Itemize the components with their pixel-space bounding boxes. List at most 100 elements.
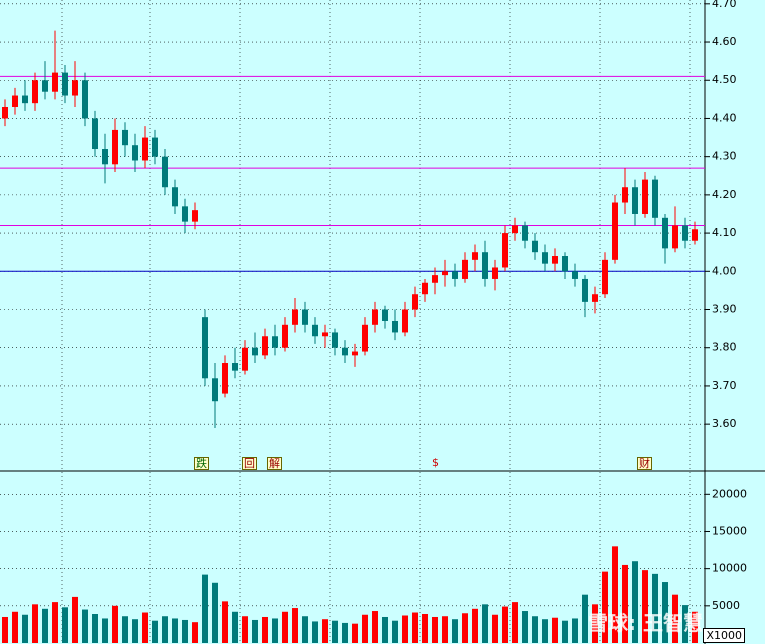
candle-body [422,282,428,295]
y-tick-label: 10000 [712,562,747,575]
volume-bar [512,602,518,643]
volume-bar [692,611,698,643]
volume-bar [302,616,308,643]
candle-body [262,336,268,356]
event-marker: 回 [242,457,257,470]
candle-body [682,225,688,241]
volume-bar [492,614,498,643]
volume-bar [182,619,188,643]
volume-bar [232,611,238,643]
candle-body [492,267,498,279]
volume-bar [32,604,38,643]
volume-bar [602,571,608,643]
candle-body [662,217,668,249]
volume-bar [112,605,118,643]
volume-bar [392,620,398,643]
y-tick-label: 15000 [712,524,747,537]
candle-body [562,256,568,272]
candle-body [132,145,138,161]
volume-bar [242,616,248,643]
candle-body [142,137,148,161]
volume-bar [362,614,368,643]
candle-body [52,72,58,92]
volume-bar [202,574,208,643]
candle-body [222,363,228,394]
volume-bar [62,607,68,643]
volume-bar [2,616,8,643]
candle-body [302,309,308,325]
candle-body [512,225,518,234]
candle-body [502,233,508,268]
volume-bar [22,614,28,643]
candle-body [622,187,628,203]
candle-body [602,259,608,295]
candle-body [202,317,208,379]
candle-body [522,225,528,241]
volume-bar [682,605,688,643]
candle-body [232,363,238,371]
volume-bar [402,615,408,643]
y-tick-label: 4.70 [712,0,737,10]
candle-body [672,225,678,249]
volume-bar [422,614,428,643]
candle-body [572,271,578,279]
watermark: 雪球: 王智慧 [588,611,703,635]
volume-bar [482,604,488,643]
candle-body [382,309,388,321]
y-tick-label: 3.90 [712,303,737,316]
volume-bar [542,619,548,643]
candle-body [252,347,258,356]
candle-body [632,187,638,214]
candle-body [212,378,218,402]
volume-bar [592,604,598,643]
candle-body [392,320,398,333]
volume-bar [552,617,558,643]
candle-body [322,332,328,337]
volume-bar [532,616,538,643]
candle-body [482,252,488,279]
volume-bar [142,612,148,643]
y-tick-label: 4.00 [712,264,737,277]
candle-body [352,351,358,356]
event-marker: 财 [637,457,652,470]
candle-body [692,229,698,241]
volume-bar [582,594,588,643]
candle-body [42,80,48,92]
volume-bar [332,620,338,643]
volume-bar [262,616,268,643]
candle-body [152,137,158,157]
volume-bar [312,621,318,643]
volume-bar [352,623,358,643]
candle-body [402,309,408,333]
y-tick-label: 4.20 [712,188,737,201]
volume-bar [322,619,328,643]
volume-bar [102,618,108,643]
candle-body [242,347,248,371]
candle-body [412,294,418,310]
volume-bar [562,620,568,643]
candle-body [442,271,448,276]
volume-bar [522,611,528,643]
volume-bar [452,619,458,643]
volume-bar [172,618,178,643]
volume-bar [152,620,158,643]
candle-body [642,179,648,214]
candle-body [342,347,348,356]
candle-body [112,129,118,165]
volume-bar [82,609,88,643]
candle-body [362,324,368,352]
volume-bar [372,611,378,643]
y-tick-label: 3.70 [712,379,737,392]
volume-bar [652,573,658,643]
event-marker: 跌 [194,457,209,470]
candle-body [272,336,278,348]
candle-body [452,271,458,279]
candle-body [532,240,538,253]
volume-bar [212,582,218,643]
volume-bar [502,606,508,643]
volume-bar [162,616,168,643]
volume-bar [222,601,228,643]
candle-body [62,72,68,96]
